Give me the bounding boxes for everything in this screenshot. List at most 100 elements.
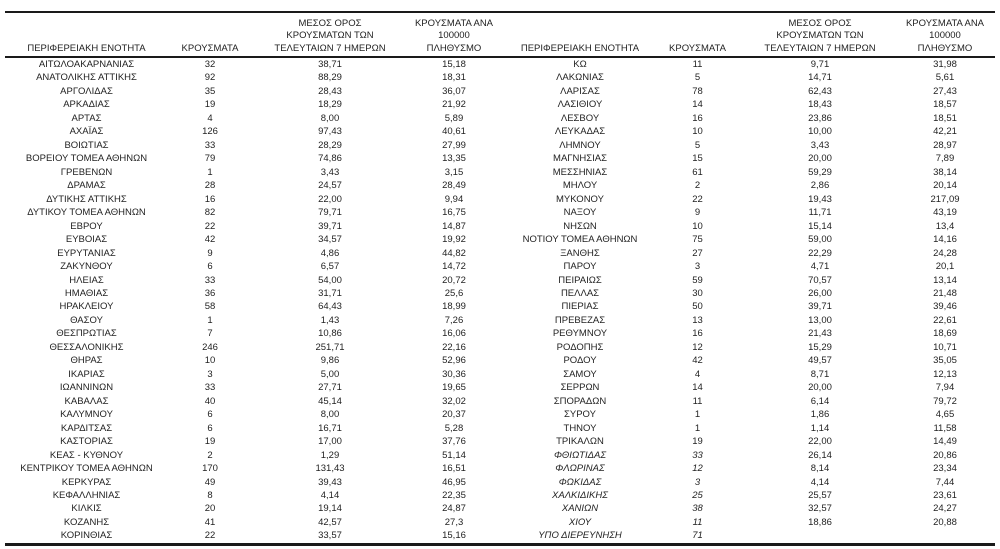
per100k-cell: 18,99 [442,301,466,313]
cases-cell: 126 [202,126,218,138]
avg7-cell: 8,71 [810,368,830,380]
column-gap [500,435,510,448]
per100k-cell: 9,94 [444,193,464,205]
region-cell: ΘΑΣΟΥ [70,314,103,326]
header-cases-left: ΚΡΟΥΣΜΑΤΑ [181,42,239,54]
column-gap [500,408,510,421]
avg7-cell: 1,43 [320,314,340,326]
region-cell: ΜΗΛΟΥ [562,180,598,192]
avg7-cell: 59,00 [808,234,832,246]
regional-cases-table: ΠΕΡΙΦΕΡΕΙΑΚΗ ΕΝΟΤΗΤΑ ΚΡΟΥΣΜΑΤΑ ΜΕΣΟΣ ΟΡΟ… [5,11,995,546]
column-gap [500,139,510,152]
per100k-cell: 18,51 [933,112,957,124]
avg7-cell: 54,00 [318,274,342,286]
avg7-cell: 34,57 [318,234,342,246]
region-cell: ΑΙΤΩΛΟΑΚΑΡΝΑΝΙΑΣ [38,59,135,70]
per100k-cell: 27,3 [444,516,464,528]
column-gap [500,247,510,260]
region-cell: ΑΡΚΑΔΙΑΣ [63,99,110,111]
avg7-cell: 17,00 [318,436,342,448]
per100k-cell: 21,92 [442,99,466,111]
cases-cell: 3 [694,476,701,488]
cases-cell: 38 [692,503,703,515]
cases-cell: 1 [207,166,213,178]
cases-cell: 82 [204,207,216,219]
per100k-cell: 32,02 [442,395,466,407]
cases-cell: 42 [204,234,216,246]
avg7-cell: 97,43 [318,126,342,138]
region-cell: ΒΟΡΕΙΟΥ ΤΟΜΕΑ ΑΘΗΝΩΝ [25,153,148,165]
cases-cell: 11 [692,516,703,528]
region-cell: ΕΒΡΟΥ [70,220,103,232]
per100k-cell: 22,61 [933,314,957,326]
avg7-cell: 49,57 [808,355,832,367]
region-cell: ΧΑΛΚΙΔΙΚΗΣ [552,490,608,501]
header-avg7-left: ΜΕΣΟΣ ΟΡΟΣ ΚΡΟΥΣΜΑΤΩΝ ΤΩΝ ΤΕΛΕΥΤΑΙΩΝ 7 Η… [274,17,386,54]
column-gap [500,341,510,354]
avg7-cell: 22,00 [318,193,342,205]
region-cell: ΘΕΣΠΡΩΤΙΑΣ [56,328,117,340]
cases-cell: 25 [692,490,703,501]
region-cell: ΚΟΡΙΝΘΙΑΣ [60,530,113,542]
header-region-right: ΠΕΡΙΦΕΡΕΙΑΚΗ ΕΝΟΤΗΤΑ [520,42,640,54]
region-cell: ΥΠΟ ΔΙΕΡΕΥΝΗΣΗ [538,530,622,542]
cases-cell: 50 [692,301,703,313]
avg7-cell: 1,14 [810,422,830,434]
cases-cell: 61 [692,166,703,178]
column-gap [500,112,510,125]
per100k-cell: 19,92 [442,234,466,246]
avg7-cell: 26,00 [808,287,832,299]
cases-cell: 11 [692,395,703,407]
avg7-cell: 38,71 [318,59,342,70]
column-gap [500,354,510,367]
region-cell: ΚΕΑΣ - ΚΥΘΝΟΥ [49,449,124,461]
region-cell: ΒΟΙΩΤΙΑΣ [64,139,109,151]
cases-cell: 10 [692,220,703,232]
per100k-cell: 23,34 [933,463,957,475]
region-cell: ΜΕΣΣΗΝΙΑΣ [552,166,608,178]
column-gap [500,422,510,435]
cases-cell: 92 [204,72,216,84]
per100k-cell: 7,26 [444,314,464,326]
per100k-cell: 79,72 [933,395,957,407]
region-cell: ΚΕΝΤΡΙΚΟΥ ΤΟΜΕΑ ΑΘΗΝΩΝ [20,463,153,475]
avg7-cell: 42,57 [318,516,342,528]
per100k-cell: 21,48 [933,287,957,299]
column-gap [500,152,510,165]
table-body: ΑΙΤΩΛΟΑΚΑΡΝΑΝΙΑΣ 32 38,71 15,18 ΚΩ 11 9,71 31,9… [5,58,995,543]
per100k-cell: 52,96 [442,355,466,367]
region-cell: ΛΗΜΝΟΥ [559,139,601,151]
per100k-cell: 24,87 [442,503,466,515]
column-gap [500,529,510,542]
cases-cell: 3 [694,261,701,273]
cases-cell: 6 [207,409,213,421]
region-cell: ΣΕΡΡΩΝ [560,382,600,394]
cases-cell: 5 [694,139,701,151]
column-gap [500,58,510,71]
cases-cell: 10 [692,126,703,138]
per100k-cell: 24,28 [933,247,957,259]
region-cell: ΚΩ [573,59,587,70]
avg7-cell: 3,43 [320,166,340,178]
avg7-cell: 64,43 [318,301,342,313]
region-cell: ΦΘΙΩΤΙΔΑΣ [553,449,607,461]
cases-cell: 2 [694,180,701,192]
region-cell: ΛΑΡΙΣΑΣ [560,85,600,97]
avg7-cell: 26,14 [808,449,832,461]
cases-cell: 59 [692,274,703,286]
cases-cell: 75 [692,234,703,246]
per100k-cell: 27,99 [442,139,466,151]
per100k-cell: 14,72 [442,261,466,273]
avg7-cell: 70,57 [808,274,832,286]
region-cell: ΑΡΓΟΛΙΔΑΣ [60,85,113,97]
region-cell: ΡΟΔΟΠΗΣ [556,341,604,353]
avg7-cell: 4,14 [320,490,340,501]
table-header-row: ΠΕΡΙΦΕΡΕΙΑΚΗ ΕΝΟΤΗΤΑ ΚΡΟΥΣΜΑΤΑ ΜΕΣΟΣ ΟΡΟ… [5,13,995,58]
per100k-cell: 36,07 [442,85,466,97]
avg7-cell: 62,43 [808,85,832,97]
cases-cell: 4 [207,112,213,124]
cases-cell: 1 [207,314,213,326]
region-cell: ΗΜΑΘΙΑΣ [64,287,109,299]
per100k-cell: 20,37 [442,409,466,421]
avg7-cell: 3,43 [810,139,830,151]
